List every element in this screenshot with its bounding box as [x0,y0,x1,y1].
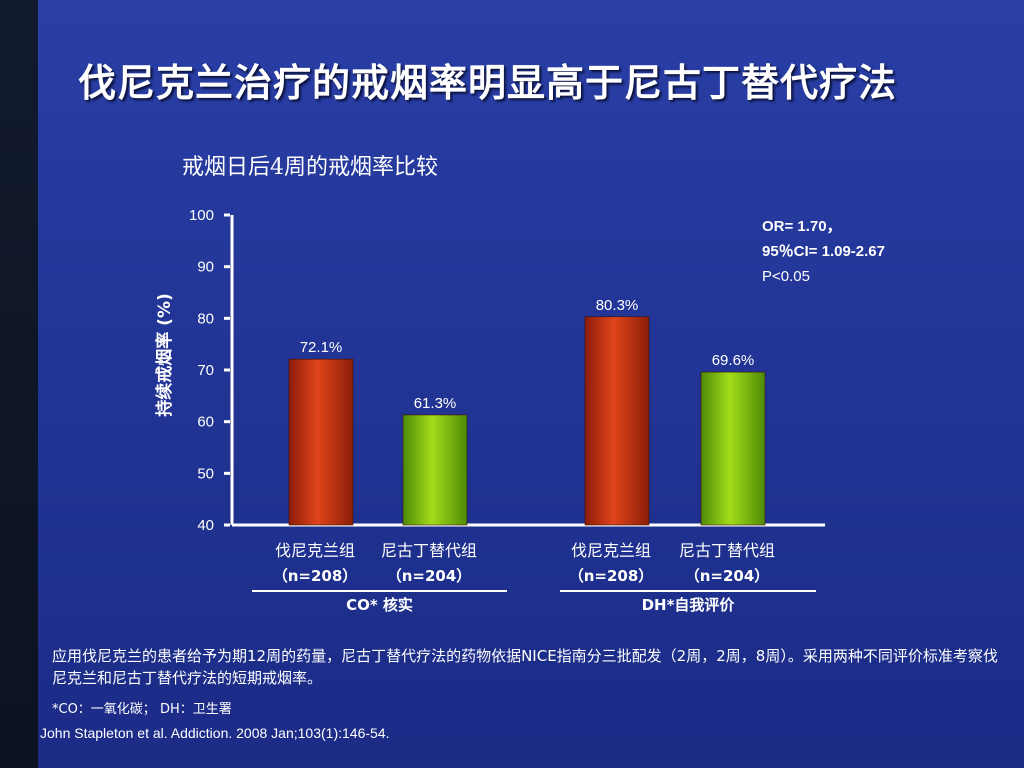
reference: John Stapleton et al. Addiction. 2008 Ja… [40,725,390,741]
bar [288,358,354,526]
y-tick-label: 100 [189,207,214,224]
bar [402,414,468,526]
group-label: CO* 核实 [346,596,413,614]
y-tick-label: 60 [197,414,214,431]
bar-n-label: （n=204） [387,567,472,585]
chart-title: 戒烟日后4周的戒烟率比较 [182,155,438,180]
slide-title: 伐尼克兰治疗的戒烟率明显高于尼古丁替代疗法 [78,61,898,105]
bar-n-label: （n=208） [273,567,358,585]
bar [584,316,650,526]
bar-value-label: 61.3% [414,395,457,412]
bar-value-label: 80.3% [596,297,639,314]
abbreviations: *CO：一氧化碳； DH：卫生署 [52,702,232,717]
bar-category-label: 伐尼克兰组 [275,541,355,560]
bar-value-label: 69.6% [712,352,755,369]
confidence-interval: 95％CI= 1.09-2.67 [762,243,885,260]
bar [700,371,766,526]
left-decorative-bar [0,0,38,768]
y-axis-label: 持续戒烟率 (%) [154,293,175,417]
bar-n-label: （n=204） [685,567,770,585]
bar-value-label: 72.1% [300,339,343,356]
y-tick-label: 90 [197,259,214,276]
statistics-box: OR= 1.70， 95％CI= 1.09-2.67 P<0.05 [762,214,885,289]
odds-ratio: OR= 1.70， [762,218,842,235]
y-tick-label: 40 [197,517,214,534]
bar-chart: 40 50 60 70 80 90 100 持续戒烟率 (%) 72.1% 伐尼克兰组 （n=208… [154,207,775,614]
bar-category-label: 伐尼克兰组 [571,541,651,560]
bar-category-label: 尼古丁替代组 [381,541,477,560]
y-tick-label: 70 [197,362,214,379]
bar-category-label: 尼古丁替代组 [679,541,775,560]
y-tick-label: 80 [197,310,214,327]
footnote: 应用伐尼克兰的患者给予为期12周的药量，尼古丁替代疗法的药物依据NICE指南分三… [52,647,998,687]
bar-n-label: （n=208） [569,567,654,585]
group-label: DH*自我评价 [642,596,736,614]
p-value: P<0.05 [762,268,810,285]
y-tick-label: 50 [197,465,214,482]
